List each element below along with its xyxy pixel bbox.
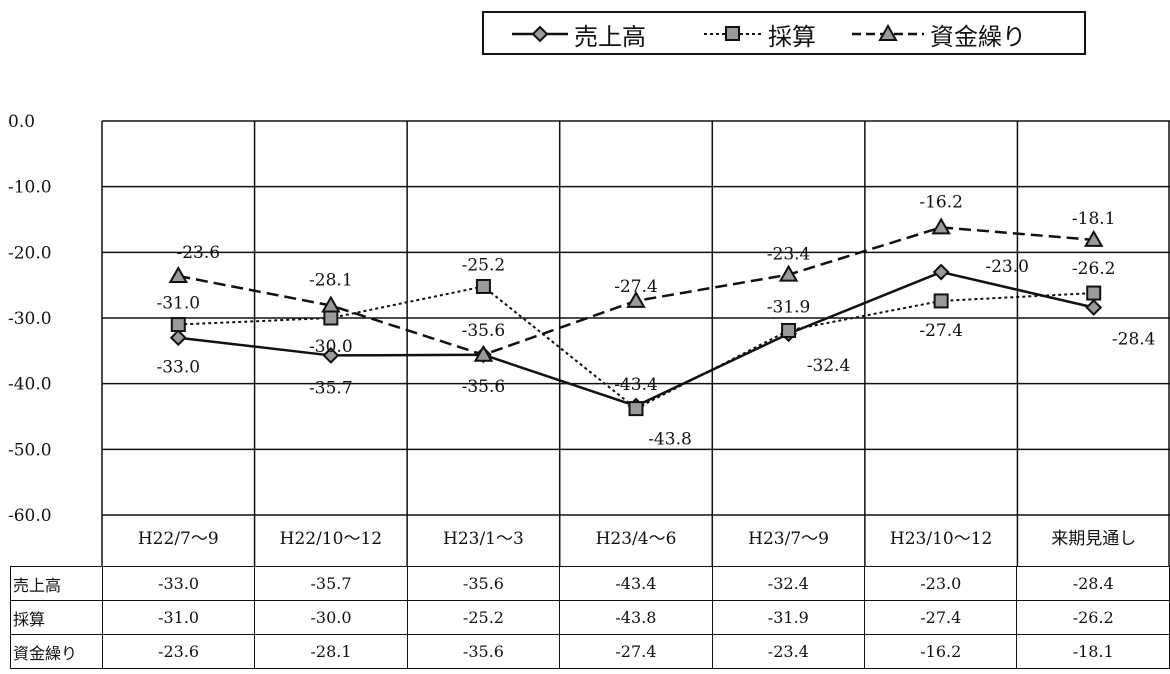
diamond-marker [169,329,187,347]
table-cell: -18.1 [1016,634,1170,669]
legend-label-sales: 売上高 [574,22,646,51]
triangle-marker [778,264,799,282]
diamond-marker [932,263,950,281]
y-tick-label: -40.0 [8,375,52,395]
data-label: -23.4 [767,245,811,265]
triangle-marker [626,290,646,308]
y-tick-label: -50.0 [8,440,52,460]
chart-legend: 売上高 採算 資金繰り [482,11,1086,55]
x-axis-categories: H22/7～9 H22/10～12 H23/1～3 H23/4～6 H23/7～9 H23… [138,529,1136,549]
table-row-label: 資金繰り [10,634,103,669]
x-category-label: H22/10～12 [280,529,382,549]
x-category-label: H23/1～3 [443,529,524,549]
table-cell: -43.4 [559,566,713,601]
table-row: 資金繰り -23.6 -28.1 -35.6 -27.4 -23.4 -16.2 -18.1 [10,634,1170,669]
triangle-marker [321,295,341,313]
data-label: -43.4 [614,375,658,395]
diamond-marker [322,347,340,364]
triangle-marker-icon [852,24,924,41]
line-chart: 0.0 -10.0 -20.0 -30.0 -40.0 -50.0 -60.0 H22/7～… [8,112,1170,566]
data-label: -35.7 [309,378,353,398]
data-label: -23.6 [176,243,220,263]
data-label: -27.4 [919,321,963,341]
data-labels: -33.0 -35.7 -35.6 -43.4 -32.4 -23.0 -28.4 -31.0… [156,192,1155,449]
y-axis-ticks: 0.0 -10.0 -20.0 -30.0 -40.0 -50.0 -60.0 [8,112,52,526]
x-category-label: H22/7～9 [138,529,219,549]
legend-label-cashflow: 資金繰り [930,22,1026,51]
y-tick-label: -10.0 [8,178,52,198]
legend-item-profit: 採算 [702,19,816,51]
x-category-label: 来期見通し [1051,529,1136,549]
diamond-marker-icon [512,25,568,43]
data-label: -35.6 [462,321,506,341]
legend-item-sales: 売上高 [510,19,646,51]
table-cell: -35.6 [406,634,561,669]
data-label: -31.0 [156,294,200,314]
table-cell: -35.7 [254,566,408,601]
data-label: -43.8 [648,430,692,450]
table-cell: -23.0 [864,566,1018,601]
triangle-marker [931,217,951,235]
table-cell: -31.0 [101,600,256,635]
table-cell: -30.0 [254,600,408,635]
y-tick-label: -30.0 [8,309,52,329]
grid-lines [101,120,1170,566]
triangle-marker [168,265,189,283]
table-cell: -27.4 [864,600,1018,635]
table-row: 採算 -31.0 -30.0 -25.2 -43.8 -31.9 -27.4 -26.2 [10,600,1170,635]
triangle-marker [473,344,494,362]
data-label: -30.0 [309,337,353,357]
x-category-label: H23/4～6 [596,529,677,549]
data-label: -28.1 [309,271,353,291]
data-label: -16.2 [919,192,963,212]
triangle-marker [1083,229,1104,247]
data-label: -27.4 [614,277,658,297]
square-marker [1086,285,1102,301]
x-category-label: H23/10～12 [890,529,992,549]
table-cell: -28.4 [1016,566,1170,601]
table-cell: -33.0 [101,566,256,601]
data-label: -33.0 [156,358,200,378]
diamond-marker [1085,299,1103,316]
square-marker [781,322,797,338]
table-cell: -25.2 [406,600,561,635]
table-cell: -35.6 [406,566,561,601]
square-marker [933,293,949,309]
table-cell: -23.4 [711,634,866,669]
square-marker [323,310,339,326]
table-cell: -31.9 [711,600,866,635]
legend-label-profit: 採算 [768,22,816,51]
x-category-label: H23/7～9 [748,529,829,549]
data-label: -35.6 [462,377,506,397]
square-marker [475,278,491,294]
data-label: -26.2 [1072,259,1116,279]
square-marker [628,401,644,417]
table-cell: -43.8 [559,600,713,635]
data-table: 売上高 -33.0 -35.7 -35.6 -43.4 -32.4 -23.0 -28.4 採算… [10,566,1170,669]
table-cell: -27.4 [559,634,713,669]
table-row-label: 採算 [10,600,103,635]
y-tick-label: 0.0 [8,112,35,132]
table-cell: -23.6 [101,634,256,669]
data-label: -23.0 [985,257,1029,277]
data-label: -31.9 [767,297,811,317]
y-tick-label: -20.0 [8,243,52,263]
table-cell: -26.2 [1016,600,1170,635]
table-cell: -28.1 [254,634,408,669]
data-label: -32.4 [807,356,851,376]
data-label: -25.2 [462,255,506,275]
legend-item-cashflow: 資金繰り [850,19,1026,51]
data-label: -28.4 [1112,329,1156,349]
data-label: -18.1 [1072,209,1116,229]
table-row: 売上高 -33.0 -35.7 -35.6 -43.4 -32.4 -23.0 -28.4 [10,566,1170,601]
table-cell: -32.4 [711,566,866,601]
table-cell: -16.2 [864,634,1018,669]
square-marker [170,317,186,333]
table-row-label: 売上高 [10,566,103,601]
y-tick-label: -60.0 [8,506,52,526]
square-marker-icon [704,26,762,41]
series-markers [168,217,1104,417]
